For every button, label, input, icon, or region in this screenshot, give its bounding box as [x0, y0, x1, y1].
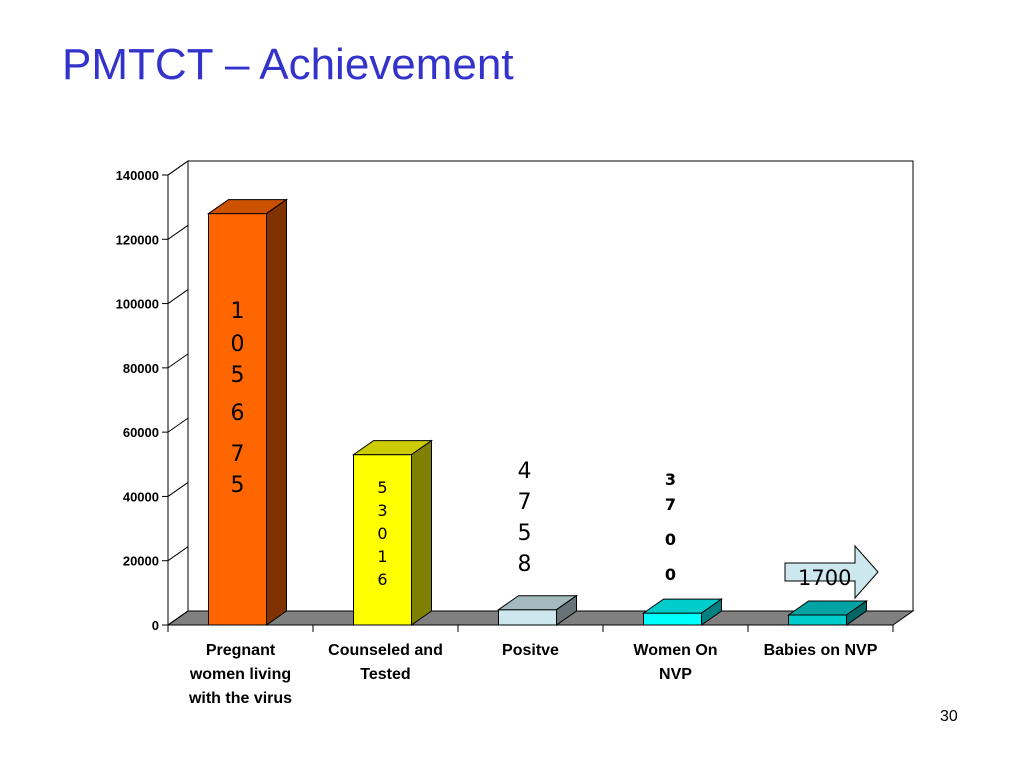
data-label: 7: [665, 495, 676, 514]
x-tick-label: Women On: [633, 642, 717, 659]
y-tick-label: 0: [152, 618, 159, 633]
data-label: 1700: [798, 566, 851, 590]
slide-number: 30: [940, 708, 958, 725]
bar-front: [498, 609, 557, 626]
bar-side: [846, 600, 867, 626]
data-label: 6: [377, 570, 387, 589]
data-label: 7: [231, 442, 245, 467]
bars: [206, 198, 869, 626]
data-label: 3: [377, 501, 387, 520]
data-label: 5: [231, 473, 245, 498]
y-tick-depth: [167, 289, 189, 304]
x-tick-label: NVP: [659, 666, 692, 683]
bar-side: [411, 439, 432, 626]
y-tick-label: 60000: [123, 425, 159, 440]
back-wall: [187, 160, 914, 612]
bar: [786, 600, 869, 626]
y-tick-depth: [167, 353, 189, 369]
y-tick-label: 140000: [116, 168, 159, 183]
data-label: 7: [518, 490, 532, 515]
data-label: 1: [377, 547, 387, 566]
data-labels: 1 0 5 6 7 5 5 3 0 1 6 4 7 5 8 3 7 0 0 1700: [231, 299, 879, 600]
data-label: 5: [518, 521, 532, 546]
bar-side: [701, 598, 722, 626]
bar-front: [353, 454, 412, 626]
y-tick-depth: [167, 160, 189, 176]
x-tick-label: Babies on NVP: [764, 642, 878, 659]
y-tick-depth: [167, 417, 189, 433]
data-label: 1: [231, 299, 245, 324]
y-axis: 0 20000 40000 60000 80000 100000 120000 140000: [116, 160, 189, 633]
data-label: 0: [377, 524, 387, 543]
bar: [351, 439, 434, 626]
y-tick-depth: [167, 482, 189, 497]
y-tick-depth: [167, 610, 189, 626]
y-tick-depth: [167, 546, 189, 562]
y-tick-label: 20000: [123, 554, 159, 569]
data-label: 6: [231, 401, 245, 426]
data-label: 0: [231, 332, 245, 357]
x-tick-label: Counseled and: [328, 642, 443, 659]
bar-front: [643, 612, 702, 626]
x-tick-label: Pregnant: [206, 642, 276, 659]
bar: [496, 594, 579, 626]
data-label: 8: [518, 552, 532, 577]
data-label: 0: [665, 530, 676, 549]
bar-front: [208, 213, 267, 626]
x-tick-label: Positve: [502, 642, 559, 659]
y-tick-label: 80000: [123, 361, 159, 376]
bar-side: [556, 594, 577, 626]
data-label: 4: [518, 459, 532, 484]
bar: [206, 198, 289, 626]
x-axis: Pregnant women living with the virus Counse…: [167, 624, 894, 707]
callout-arrow: 1700: [784, 544, 879, 600]
side-wall: [167, 160, 189, 626]
slide-title: PMTCT – Achievement: [62, 40, 514, 89]
data-label: 5: [377, 478, 387, 497]
y-tick-depth: [167, 224, 189, 240]
data-label: 0: [665, 565, 676, 584]
x-tick-label: women living: [189, 666, 291, 683]
y-tick-label: 100000: [116, 297, 159, 312]
x-tick-label: with the virus: [188, 690, 292, 707]
data-label: 3: [665, 470, 676, 489]
arrow-shape: [784, 544, 879, 600]
y-tick-label: 40000: [123, 489, 159, 504]
bar-front: [788, 614, 847, 626]
bar-side: [266, 198, 287, 626]
data-label: 5: [231, 363, 245, 388]
x-tick-label: Tested: [360, 666, 410, 683]
y-tick-label: 120000: [116, 232, 159, 247]
